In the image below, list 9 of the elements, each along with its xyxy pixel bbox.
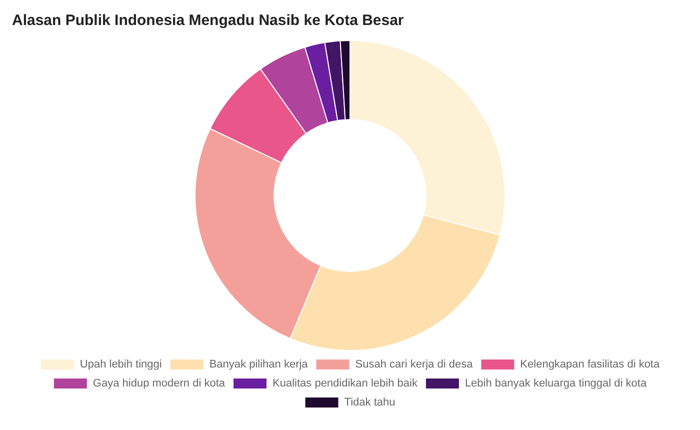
legend-label: Upah lebih tinggi <box>80 358 162 371</box>
chart-title: Alasan Publik Indonesia Mengadu Nasib ke Kota Besar <box>12 12 404 30</box>
legend-label: Kualitas pendidikan lebih baik <box>272 378 418 390</box>
legend-label: Susah cari kerja di desa <box>355 358 474 371</box>
legend-label: Gaya hidup modern di kota <box>92 378 226 390</box>
legend-label: Lebih banyak keluarga tinggal di kota <box>464 378 648 390</box>
legend-label: Banyak pilihan kerja <box>209 358 309 371</box>
legend-label: Kelengkapan fasilitas di kota <box>520 358 660 371</box>
legend-label: Tidak tahu <box>344 396 396 409</box>
